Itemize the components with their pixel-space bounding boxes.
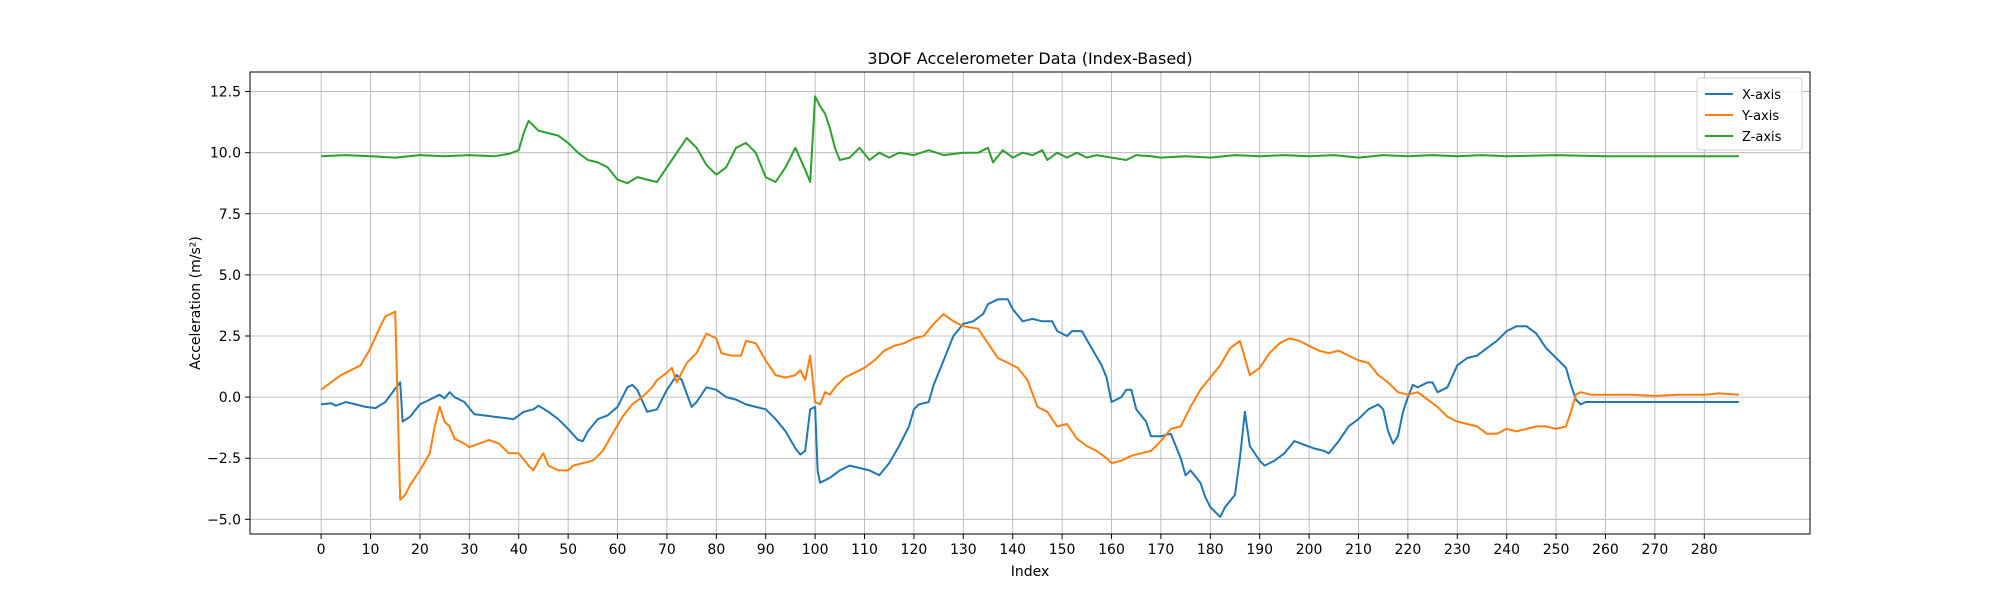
x-tick-label: 190 [1246, 542, 1273, 558]
y-tick-label: 5.0 [219, 268, 241, 284]
x-tick-label: 140 [999, 542, 1026, 558]
x-tick-label: 100 [802, 542, 829, 558]
x-tick-label: 280 [1691, 542, 1718, 558]
y-axis-line [320, 310, 1739, 501]
x-tick-label: 180 [1197, 542, 1224, 558]
x-tick-label: 40 [510, 542, 528, 558]
y-tick-label: −5.0 [207, 512, 241, 528]
y-tick-label: 12.5 [210, 85, 241, 101]
x-tick-label: 70 [658, 542, 676, 558]
x-axis-line [320, 298, 1739, 518]
x-tick-label: 50 [559, 542, 577, 558]
plot-frame [249, 71, 1811, 535]
y-tick-label: −2.5 [207, 451, 241, 467]
y-axis-label: Acceleration (m/s²) [188, 236, 204, 370]
x-tick-label: 160 [1098, 542, 1125, 558]
x-tick-label: 270 [1642, 542, 1669, 558]
legend-label-x-axis: X-axis [1742, 88, 1781, 103]
x-tick-label: 80 [707, 542, 725, 558]
x-axis-label: Index [1011, 564, 1050, 580]
legend: X-axis Y-axis Z-axis [1696, 77, 1803, 151]
legend-label-z-axis: Z-axis [1742, 130, 1782, 145]
chart-title: 3DOF Accelerometer Data (Index-Based) [867, 49, 1192, 68]
x-ticks: 0 10 20 30 40 50 60 70 80 90 100 110 120 130 140 150 160… [317, 534, 1718, 558]
x-tick-label: 130 [950, 542, 977, 558]
y-ticks: −5.0 −2.5 0.0 2.5 5.0 7.5 10.0 12.5 [207, 85, 250, 528]
series-lines [320, 95, 1739, 518]
x-tick-label: 240 [1493, 542, 1520, 558]
y-tick-label: 7.5 [219, 207, 241, 223]
x-tick-label: 60 [609, 542, 627, 558]
x-tick-label: 210 [1345, 542, 1372, 558]
x-tick-label: 150 [1049, 542, 1076, 558]
x-tick-label: 120 [901, 542, 928, 558]
z-axis-line [321, 95, 1739, 185]
x-tick-label: 230 [1444, 542, 1471, 558]
x-tick-label: 110 [851, 542, 878, 558]
x-tick-label: 10 [362, 542, 380, 558]
x-tick-label: 30 [460, 542, 478, 558]
y-tick-label: 0.0 [219, 390, 241, 406]
legend-label-y-axis: Y-axis [1741, 109, 1779, 124]
x-tick-label: 200 [1296, 542, 1323, 558]
x-tick-label: 20 [411, 542, 429, 558]
x-tick-label: 90 [757, 542, 775, 558]
legend-box [1696, 77, 1803, 151]
x-tick-label: 170 [1148, 542, 1175, 558]
x-tick-label: 0 [317, 542, 326, 558]
x-tick-label: 250 [1543, 542, 1570, 558]
grid [250, 72, 1810, 534]
x-tick-label: 220 [1395, 542, 1422, 558]
y-tick-label: 10.0 [210, 146, 241, 162]
x-tick-label: 260 [1592, 542, 1619, 558]
y-tick-label: 2.5 [219, 329, 241, 345]
